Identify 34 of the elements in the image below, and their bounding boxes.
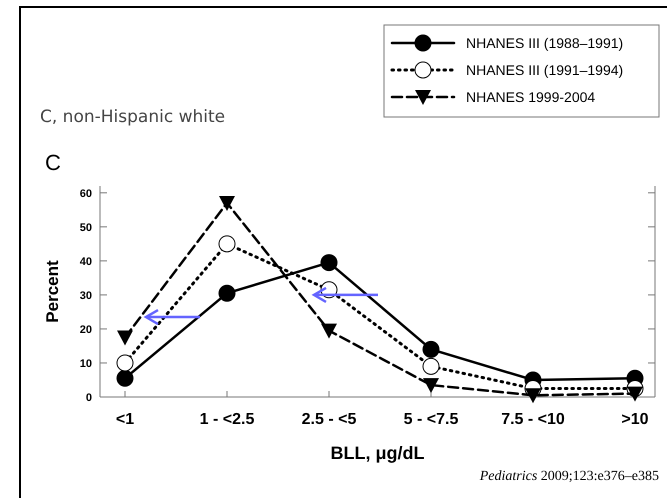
point: [117, 330, 133, 346]
text: C: [45, 150, 61, 175]
y-tick-label: 40: [80, 256, 92, 268]
y-tick-label: 10: [80, 358, 92, 370]
y-tick-label: 30: [80, 290, 92, 302]
point: [219, 196, 235, 212]
legend-label: NHANES III (1991–1994): [466, 62, 624, 78]
point: [320, 254, 338, 272]
point: [116, 354, 134, 372]
text: Pediatrics 2009;123:e376–e385: [478, 469, 659, 484]
x-tick-label: >10: [621, 411, 649, 428]
point: [422, 358, 440, 375]
y-axis-title: Percent: [43, 260, 62, 323]
point: [423, 378, 439, 394]
point: [422, 340, 440, 358]
legend-label: NHANES III (1988–1991): [466, 35, 624, 51]
y-tick-label: 0: [86, 392, 92, 404]
y-tick-label: 50: [80, 222, 92, 234]
legend-label: NHANES 1999-2004: [466, 89, 596, 105]
x-tick-label: <1: [116, 411, 134, 428]
x-tick-label: 7.5 - <10: [501, 411, 565, 428]
point: [525, 388, 541, 404]
point: [627, 386, 643, 402]
point: [321, 324, 337, 339]
point: [116, 370, 134, 387]
y-tick-label: 20: [80, 324, 92, 336]
point: [218, 235, 236, 252]
x-tick-label: 5 - <7.5: [404, 411, 458, 428]
point: [218, 284, 236, 302]
x-tick-label: 2.5 - <5: [302, 411, 356, 428]
chart-title: C, non-Hispanic white: [40, 107, 226, 127]
x-tick-label: 1 - <2.5: [200, 411, 254, 428]
y-tick-label: 60: [80, 188, 92, 200]
x-axis-title: BLL, μg/dL: [330, 443, 424, 463]
